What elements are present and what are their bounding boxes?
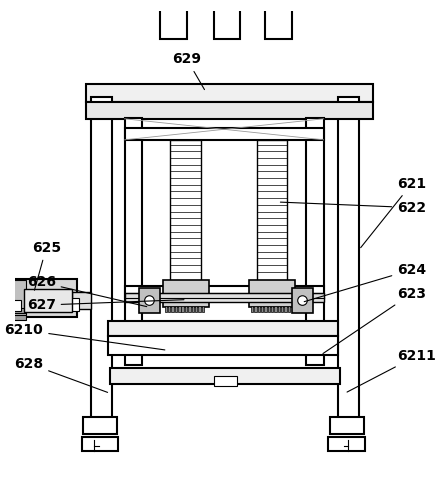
Bar xyxy=(160,0,187,39)
Bar xyxy=(124,286,323,298)
Bar xyxy=(281,306,284,312)
Bar xyxy=(274,306,277,312)
Text: 624: 624 xyxy=(304,263,426,302)
Bar xyxy=(86,84,373,102)
Bar xyxy=(306,118,323,365)
Bar xyxy=(178,306,181,312)
Bar xyxy=(124,118,142,365)
Bar xyxy=(171,140,201,293)
Bar xyxy=(163,281,209,307)
Bar xyxy=(249,281,295,307)
Bar xyxy=(108,320,338,336)
Bar xyxy=(0,308,26,313)
Bar xyxy=(67,298,79,311)
Text: 629: 629 xyxy=(172,52,205,90)
Bar xyxy=(254,306,256,312)
Text: 6210: 6210 xyxy=(4,323,165,350)
Bar xyxy=(330,417,364,434)
Bar xyxy=(288,306,290,312)
Circle shape xyxy=(145,296,154,305)
Bar xyxy=(72,292,91,309)
Bar xyxy=(124,128,323,140)
Circle shape xyxy=(298,296,307,305)
Bar xyxy=(83,417,117,434)
Text: 626: 626 xyxy=(27,275,147,307)
Bar xyxy=(284,306,287,312)
Bar xyxy=(24,289,72,312)
Bar xyxy=(168,306,171,312)
Bar xyxy=(182,306,184,312)
Bar xyxy=(264,306,267,312)
Bar xyxy=(195,306,197,312)
Bar xyxy=(0,279,77,317)
Bar xyxy=(265,0,292,39)
Text: 6211: 6211 xyxy=(347,349,436,392)
Bar xyxy=(0,281,26,315)
Bar xyxy=(0,315,26,319)
Bar xyxy=(191,306,194,312)
Text: 628: 628 xyxy=(14,356,108,392)
Bar xyxy=(338,97,359,422)
Bar xyxy=(268,306,270,312)
Bar xyxy=(175,306,177,312)
Text: 621: 621 xyxy=(361,176,426,247)
Bar xyxy=(86,102,373,119)
Bar xyxy=(198,306,201,312)
Text: 622: 622 xyxy=(280,201,426,214)
Bar xyxy=(202,306,204,312)
Bar xyxy=(292,288,313,313)
Bar xyxy=(108,336,338,355)
Bar xyxy=(82,437,118,451)
Bar xyxy=(214,376,237,386)
Bar xyxy=(251,306,253,312)
Bar xyxy=(257,306,260,312)
Bar xyxy=(0,300,10,311)
Bar xyxy=(256,140,287,293)
Text: 623: 623 xyxy=(323,287,426,353)
Text: 625: 625 xyxy=(32,241,61,290)
Bar xyxy=(278,306,280,312)
Bar xyxy=(188,306,190,312)
Bar xyxy=(124,293,323,303)
Bar xyxy=(10,300,21,311)
Bar xyxy=(139,288,160,313)
Bar xyxy=(91,97,112,422)
Bar xyxy=(261,306,263,312)
Bar xyxy=(110,368,340,384)
Bar xyxy=(185,306,187,312)
Bar xyxy=(171,306,174,312)
Text: 627: 627 xyxy=(27,298,184,312)
Bar xyxy=(165,306,167,312)
Bar xyxy=(328,437,365,451)
Bar xyxy=(271,306,273,312)
Bar xyxy=(214,0,240,39)
